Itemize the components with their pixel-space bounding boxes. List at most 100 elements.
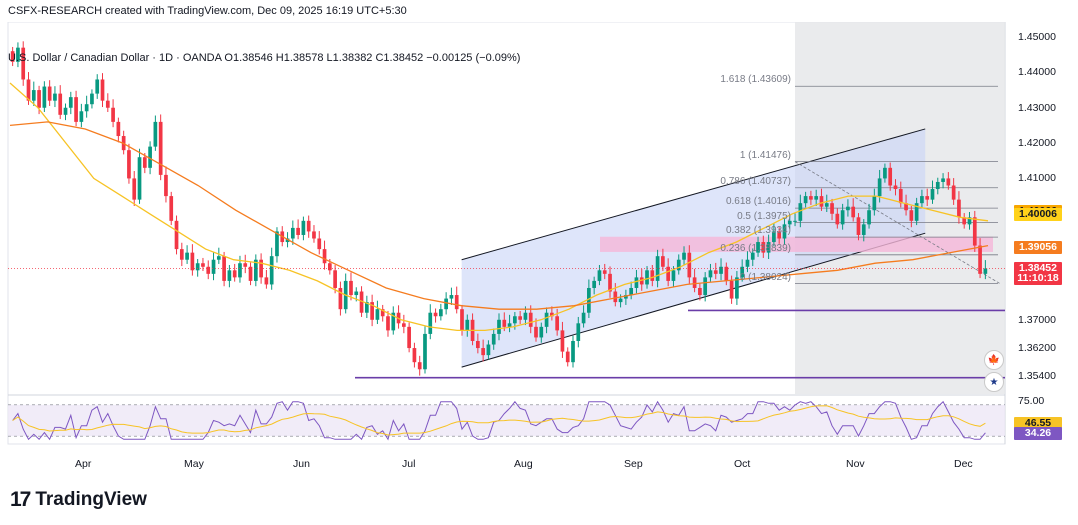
candle-body <box>454 295 459 310</box>
candle-body <box>793 220 797 222</box>
rsi-tick-label: 75.00 <box>1018 394 1045 407</box>
candle-body <box>153 121 158 147</box>
candle-body <box>951 185 956 200</box>
candle-body <box>565 351 570 363</box>
candle-body <box>634 277 639 288</box>
us-flag-icon[interactable]: ★ <box>984 372 1004 392</box>
candle-body <box>327 263 332 271</box>
candle-body <box>713 270 718 274</box>
candle-body <box>893 185 898 190</box>
candle-body <box>407 326 411 349</box>
candle-body <box>491 333 496 345</box>
y-tick-label: 1.45000 <box>1018 31 1056 44</box>
candle-body <box>756 242 760 253</box>
chart-frame[interactable]: U.S. Dollar / Canadian Dollar · 1D · OAN… <box>0 22 1078 475</box>
candle-body <box>216 256 221 260</box>
fib-level-label: 0.618 (1.4016) <box>725 196 791 208</box>
candle-body <box>301 220 306 235</box>
candle-body <box>497 319 501 334</box>
candle-body <box>618 298 623 303</box>
candle-body <box>502 319 507 327</box>
candle-body <box>766 242 771 253</box>
candle-body <box>967 217 972 225</box>
price-badge: 1.39056 <box>1014 241 1062 255</box>
candle-body <box>195 263 200 271</box>
candle-body <box>206 266 211 274</box>
candle-body <box>26 79 31 101</box>
candle-body <box>401 323 406 327</box>
y-tick-label: 1.37000 <box>1018 313 1056 326</box>
candle-body <box>544 312 549 327</box>
y-tick-label: 1.44000 <box>1018 66 1056 79</box>
fib-level-label: 0.5 (1.3975) <box>737 210 791 222</box>
candle-body <box>238 263 242 278</box>
candle-body <box>809 196 813 200</box>
y-tick-label: 1.41000 <box>1018 172 1056 185</box>
candle-body <box>856 217 861 235</box>
candle-body <box>750 252 755 260</box>
candle-body <box>708 270 713 278</box>
candle-body <box>481 348 485 356</box>
candle-body <box>645 270 649 285</box>
canada-flag-icon[interactable]: 🍁 <box>984 350 1004 370</box>
candle-body <box>888 167 893 186</box>
candle-body <box>253 259 258 281</box>
chart-header: CSFX-RESEARCH created with TradingView.c… <box>8 5 407 17</box>
candle-body <box>830 203 834 214</box>
y-tick-label: 1.36200 <box>1018 342 1056 355</box>
candle-body <box>676 259 681 271</box>
candle-body <box>359 291 364 313</box>
candle-body <box>650 270 655 281</box>
candle-body <box>375 309 380 320</box>
channel-upper-line <box>461 128 926 261</box>
candle-body <box>745 259 750 267</box>
candle-body <box>835 213 840 225</box>
candle-body <box>412 348 417 363</box>
candle-body <box>883 167 887 179</box>
candle-body <box>550 312 554 317</box>
candle-body <box>179 249 184 260</box>
candle-body <box>190 252 195 271</box>
candle-body <box>47 86 52 101</box>
candle-body <box>528 312 533 327</box>
rsi-ma-line <box>12 405 986 436</box>
candle-body <box>655 256 660 281</box>
resistance-zone <box>600 236 993 252</box>
candle-body <box>31 90 36 101</box>
candle-body <box>687 252 692 278</box>
candle-body <box>116 121 121 137</box>
candle-body <box>824 203 829 207</box>
candle-body <box>433 312 438 317</box>
y-tick-label: 1.42000 <box>1018 137 1056 150</box>
candle-body <box>21 47 26 80</box>
candle-body <box>100 79 105 101</box>
candle-body <box>671 270 676 281</box>
candle-body <box>380 309 385 317</box>
candle-body <box>560 330 565 352</box>
candle-body <box>132 178 137 200</box>
candle-body <box>935 181 940 190</box>
candle-body <box>264 277 269 285</box>
candle-body <box>819 196 824 207</box>
candle-body <box>772 231 776 243</box>
candle-body <box>803 196 808 204</box>
candle-body <box>312 231 316 239</box>
price-chart[interactable] <box>0 22 1078 475</box>
candle-body <box>201 263 205 267</box>
y-tick-label: 1.35400 <box>1018 370 1056 383</box>
candle-body <box>930 189 935 200</box>
candle-body <box>920 196 924 204</box>
candle-body <box>740 266 745 278</box>
candle-body <box>898 189 903 204</box>
candle-body <box>983 268 988 274</box>
candle-body <box>417 362 422 370</box>
x-tick-label: Nov <box>846 458 865 470</box>
tradingview-branding[interactable]: 17 TradingView <box>10 486 147 514</box>
candle-body <box>285 238 290 243</box>
candle-body <box>16 47 20 62</box>
candle-body <box>513 316 517 324</box>
x-tick-label: Oct <box>734 458 751 470</box>
candle-body <box>211 259 216 274</box>
candle-body <box>587 287 591 313</box>
candle-body <box>851 206 856 218</box>
